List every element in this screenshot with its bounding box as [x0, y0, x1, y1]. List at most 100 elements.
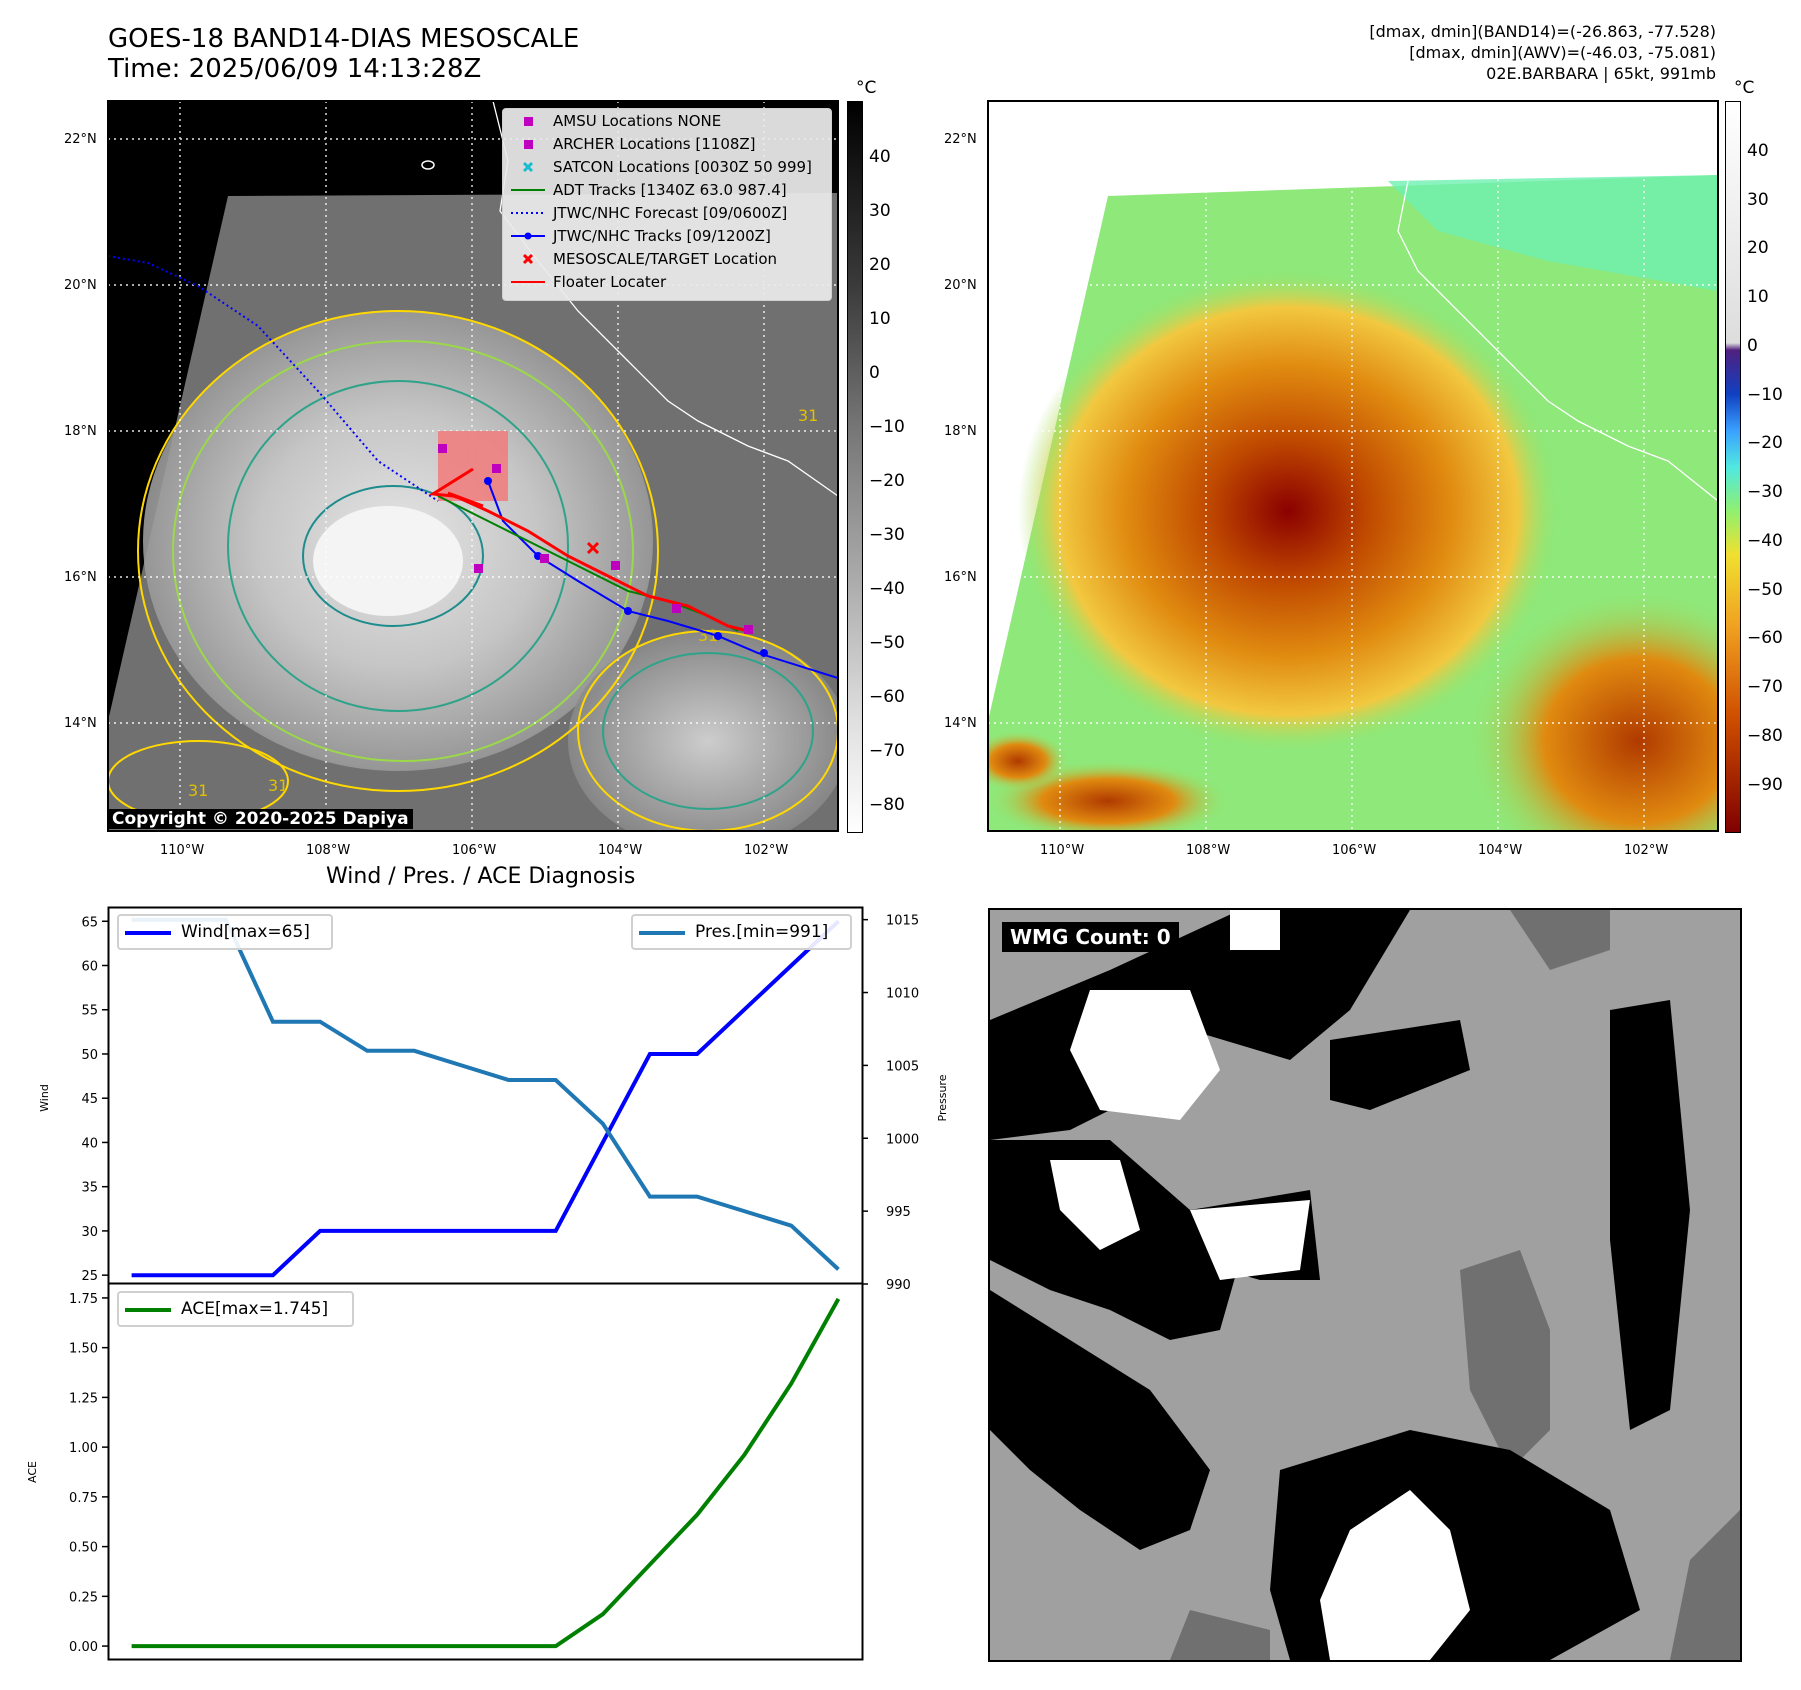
wind-legend-swatch-icon: [125, 931, 171, 935]
lat-label: 14°N: [944, 716, 977, 731]
line-marker-icon: [511, 189, 545, 191]
ace-tick-label: 0.00: [69, 1640, 98, 1655]
gray-tick: −60: [869, 687, 905, 707]
gray-tick: −10: [869, 417, 905, 437]
awv-range: [dmax, dmin](AWV)=(-46.03, -75.081): [1409, 43, 1716, 62]
gray-tick: 30: [869, 201, 891, 221]
lon-label: 108°W: [306, 843, 351, 858]
ace-series-line: [131, 1297, 841, 1649]
x-marker-icon: [522, 253, 534, 265]
color-tick: 0: [1747, 336, 1758, 356]
wind-axis-label: Wind: [38, 1084, 51, 1112]
color-ir-map: [968, 101, 1801, 891]
color-tick: −30: [1747, 482, 1783, 502]
color-tick: 30: [1747, 190, 1769, 210]
pressure-legend: Pres.[min=991]: [631, 914, 852, 950]
line-dot-icon: [511, 232, 545, 240]
lat-label: 14°N: [64, 716, 97, 731]
wind-tick-label: 30: [81, 1225, 98, 1240]
gray-tick: −30: [869, 525, 905, 545]
lat-label: 16°N: [944, 570, 977, 585]
contour-label: 31: [268, 776, 288, 795]
ace-axis-label: ACE: [26, 1461, 39, 1483]
gray-colorbar: [847, 101, 863, 833]
pressure-tick-label: 1005: [886, 1059, 919, 1074]
gray-tick: −80: [869, 795, 905, 815]
wind-series-line: [131, 919, 840, 1278]
color-tick: −80: [1747, 726, 1783, 746]
lon-label: 106°W: [1332, 843, 1377, 858]
gray-colorbar-unit: °C: [856, 78, 877, 98]
wind-tick-label: 65: [81, 915, 98, 930]
pressure-axis-label: Pressure: [936, 1074, 949, 1121]
dotted-line-icon: [511, 212, 545, 214]
pressure-tick-label: 1010: [886, 987, 919, 1002]
lat-label: 16°N: [64, 570, 97, 585]
gray-tick: 0: [869, 363, 880, 383]
square-marker-icon: [524, 117, 533, 126]
ace-tick-label: 0.75: [69, 1491, 98, 1506]
ace-tick-label: 1.50: [69, 1342, 98, 1357]
gray-tick: −20: [869, 471, 905, 491]
wind-tick-label: 25: [81, 1269, 98, 1284]
pressure-legend-swatch-icon: [639, 931, 685, 935]
lat-label: 20°N: [64, 278, 97, 293]
lon-label: 102°W: [744, 843, 789, 858]
figure-time: Time: 2025/06/09 14:13:28Z: [108, 54, 482, 84]
ace-tick-label: 1.75: [69, 1292, 98, 1307]
ace-legend-label: ACE[max=1.745]: [181, 1299, 329, 1319]
lon-label: 110°W: [1040, 843, 1085, 858]
wmg-count-badge: WMG Count: 0: [1002, 922, 1179, 952]
wind-tick-label: 40: [81, 1136, 98, 1151]
gray-tick: 40: [869, 147, 891, 167]
color-tick: 10: [1747, 287, 1769, 307]
lon-label: 110°W: [160, 843, 205, 858]
square-marker-icon: [524, 140, 533, 149]
diagnosis-title: Wind / Pres. / ACE Diagnosis: [326, 864, 636, 889]
color-tick: −50: [1747, 580, 1783, 600]
line-marker-icon: [511, 281, 545, 283]
color-tick: −40: [1747, 531, 1783, 551]
pressure-tick-label: 1015: [886, 914, 919, 929]
storm-info: 02E.BARBARA | 65kt, 991mb: [1486, 64, 1716, 83]
wmg-panel: WMG Count: 0: [988, 908, 1742, 1662]
lon-label: 106°W: [452, 843, 497, 858]
color-tick: −10: [1747, 385, 1783, 405]
figure-title: GOES-18 BAND14-DIAS MESOSCALE: [108, 24, 580, 54]
band14-range: [dmax, dmin](BAND14)=(-26.863, -77.528): [1369, 22, 1716, 41]
lat-label: 18°N: [944, 424, 977, 439]
legend-forecast: JTWC/NHC Forecast [09/0600Z]: [503, 202, 831, 225]
pressure-tick-label: 995: [886, 1205, 911, 1220]
wind-tick-label: 50: [81, 1048, 98, 1063]
legend-jtwc-tracks: JTWC/NHC Tracks [09/1200Z]: [503, 225, 831, 248]
lon-label: 104°W: [1478, 843, 1523, 858]
lat-label: 20°N: [944, 278, 977, 293]
wmg-map: [990, 910, 1740, 1660]
ace-tick-label: 1.25: [69, 1391, 98, 1406]
ace-tick-label: 0.25: [69, 1590, 98, 1605]
pressure-tick-label: 1000: [886, 1132, 919, 1147]
ace-legend: ACE[max=1.745]: [117, 1291, 354, 1327]
color-ir-map-panel: [968, 101, 1801, 891]
legend-adt: ADT Tracks [1340Z 63.0 987.4]: [503, 179, 831, 202]
color-tick: −90: [1747, 775, 1783, 795]
wind-legend-label: Wind[max=65]: [181, 922, 310, 942]
color-tick: −60: [1747, 628, 1783, 648]
pressure-legend-label: Pres.[min=991]: [695, 922, 829, 942]
lat-label: 22°N: [64, 132, 97, 147]
copyright-label: Copyright © 2020-2025 Dapiya: [108, 809, 413, 829]
legend-amsu: AMSU Locations NONE: [503, 110, 831, 133]
pressure-tick-label: 990: [886, 1278, 911, 1293]
color-tick: 40: [1747, 141, 1769, 161]
ir-map-panel: 31 31 31 31: [107, 100, 848, 851]
map-legend: AMSU Locations NONE ARCHER Locations [11…: [502, 108, 832, 301]
lat-label: 18°N: [64, 424, 97, 439]
gray-tick: −50: [869, 633, 905, 653]
gray-tick: −40: [869, 579, 905, 599]
color-tick: −70: [1747, 677, 1783, 697]
lat-label: 22°N: [944, 132, 977, 147]
legend-mesoscale: MESOSCALE/TARGET Location: [503, 248, 831, 271]
lon-label: 104°W: [598, 843, 643, 858]
diagnosis-chart: 25 30 35 40 45 50 55 60 65 990 995 1000 1005 1010 101…: [26, 906, 949, 1661]
legend-satcon: SATCON Locations [0030Z 50 999]: [503, 156, 831, 179]
